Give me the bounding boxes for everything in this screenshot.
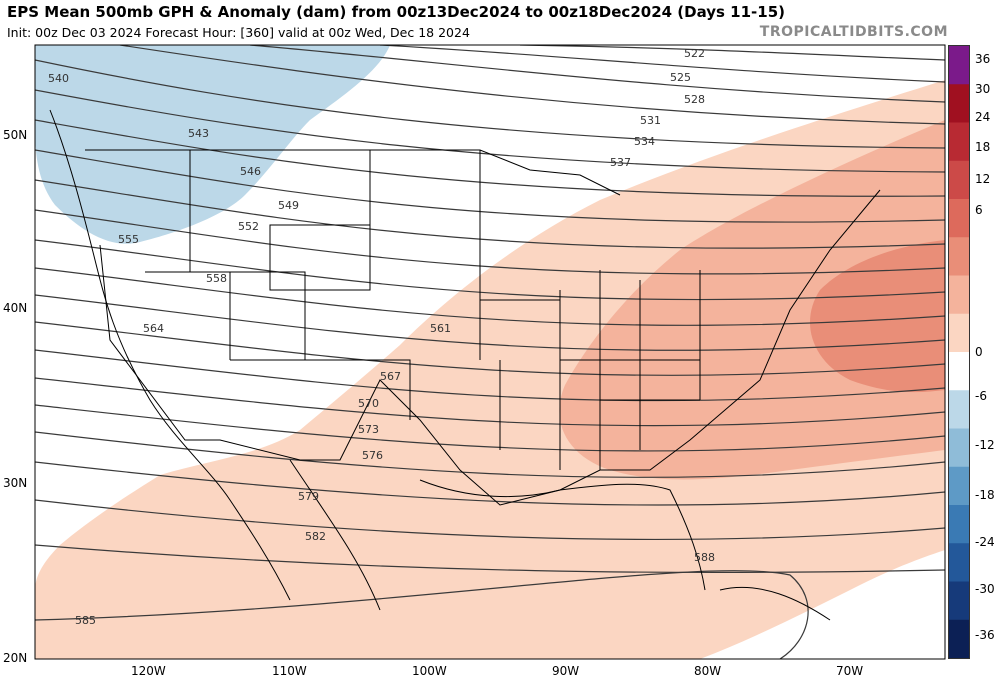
colorbar-tick: 30 <box>975 82 991 96</box>
contour-label: 558 <box>206 272 227 285</box>
lat-label: 20N <box>3 651 28 665</box>
lon-label: 100W <box>412 664 447 678</box>
map-title: EPS Mean 500mb GPH & Anomaly (dam) from … <box>7 3 786 21</box>
colorbar-segment <box>949 352 969 391</box>
colorbar-segment <box>949 84 969 123</box>
lon-label: 120W <box>131 664 166 678</box>
contour-label: 549 <box>278 199 299 212</box>
contour-label: 543 <box>188 127 209 140</box>
colorbar-segment <box>949 313 969 353</box>
colorbar-segment <box>949 46 969 85</box>
colorbar-segment <box>949 199 969 238</box>
contour-labels: 522 525 528 531 534 537 540 543 546 549 … <box>48 47 715 627</box>
colorbar-tick: 36 <box>975 52 991 66</box>
colorbar-tick: 18 <box>975 140 991 154</box>
contour-label: 552 <box>238 220 259 233</box>
contour-label: 525 <box>670 71 691 84</box>
contour-label: 534 <box>634 135 655 148</box>
anomaly-colorbar <box>948 45 970 659</box>
colorbar-tick: 0 <box>975 345 983 359</box>
colorbar-segment <box>949 160 969 200</box>
colorbar-segment <box>949 581 969 621</box>
colorbar-segment <box>949 619 969 658</box>
coastlines <box>49 109 831 621</box>
height-contours <box>35 45 945 659</box>
contour-label: 546 <box>240 165 261 178</box>
contour-label: 540 <box>48 72 69 85</box>
contour-label: 582 <box>305 530 326 543</box>
lon-label: 110W <box>272 664 307 678</box>
site-brand: TROPICALTIDBITS.COM <box>759 24 948 40</box>
contour-label: 585 <box>75 614 96 627</box>
colorbar-tick: 6 <box>975 203 983 217</box>
colorbar-tick: -12 <box>975 438 995 452</box>
colorbar-tick: -36 <box>975 628 995 642</box>
colorbar-segment <box>949 237 969 276</box>
colorbar-segment <box>949 122 969 162</box>
contour-label: 537 <box>610 156 631 169</box>
contour-label: 555 <box>118 233 139 246</box>
lon-label: 80W <box>694 664 722 678</box>
contour-label: 588 <box>694 551 715 564</box>
contour-label: 561 <box>430 322 451 335</box>
colorbar-segment <box>949 390 969 429</box>
contour-label: 567 <box>380 370 401 383</box>
colorbar-segment <box>949 543 969 582</box>
colorbar-segment <box>949 466 969 506</box>
map-frame <box>34 44 946 660</box>
init-valid-info: Init: 00z Dec 03 2024 Forecast Hour: [36… <box>7 25 470 40</box>
lon-label: 90W <box>552 664 580 678</box>
positive-anomaly-core <box>810 240 945 393</box>
contour-label: 573 <box>358 423 379 436</box>
colorbar-tick: -24 <box>975 535 995 549</box>
lat-label: 40N <box>3 301 28 315</box>
contour-label: 564 <box>143 322 164 335</box>
lat-label: 50N <box>3 128 28 142</box>
colorbar-tick: -6 <box>975 389 987 403</box>
colorbar-tick: 24 <box>975 110 991 124</box>
colorbar-tick: -18 <box>975 488 995 502</box>
contour-label: 579 <box>298 490 319 503</box>
colorbar-segment <box>949 428 969 468</box>
colorbar-segment <box>949 275 969 315</box>
lat-label: 30N <box>3 476 28 490</box>
contour-label: 528 <box>684 93 705 106</box>
colorbar-tick: 12 <box>975 172 991 186</box>
colorbar-segment <box>949 505 969 544</box>
contour-label: 576 <box>362 449 383 462</box>
political-boundaries <box>85 149 881 506</box>
contour-label: 522 <box>684 47 705 60</box>
contour-label: 570 <box>358 397 379 410</box>
contour-label: 531 <box>640 114 661 127</box>
lon-label: 70W <box>836 664 864 678</box>
colorbar-tick: -30 <box>975 582 995 596</box>
